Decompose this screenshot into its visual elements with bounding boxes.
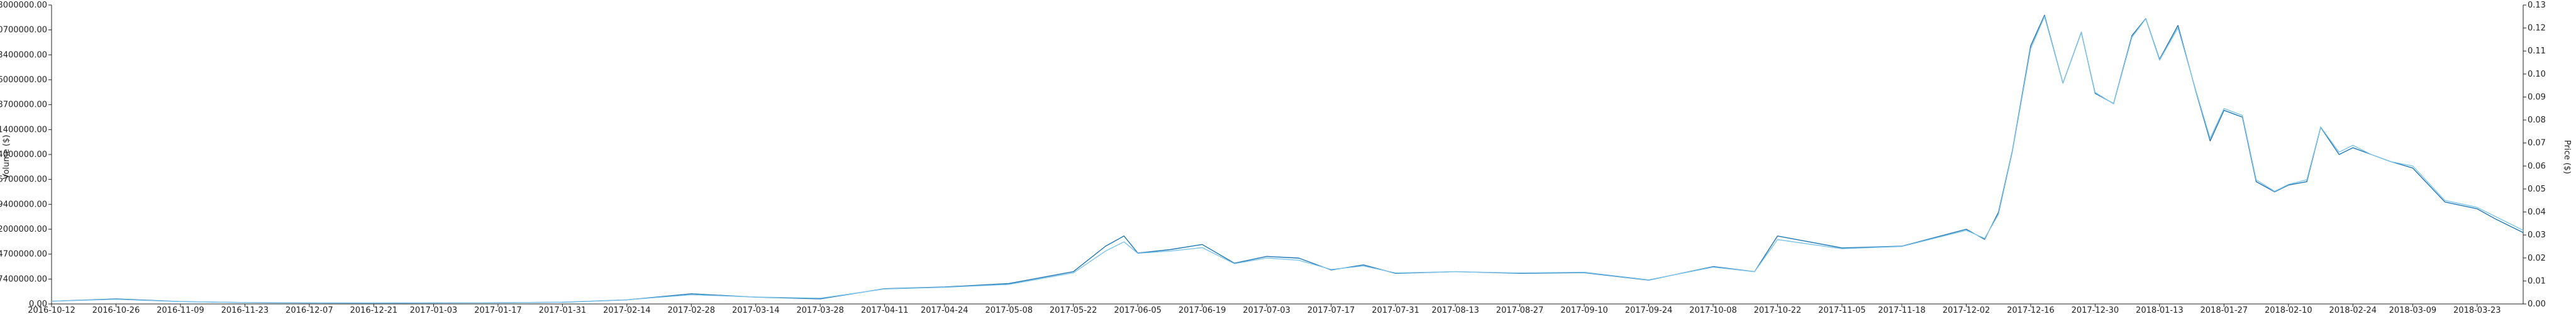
y-axis-title-right: Price ($): [2562, 140, 2572, 174]
x-tick-label: 2017-12-30: [2072, 306, 2119, 314]
y-tick-label-right: 0.11: [2528, 46, 2546, 56]
y-tick-label-right: 0.07: [2528, 139, 2546, 148]
y-tick-label-right: 0.02: [2528, 254, 2546, 263]
y-tick-label-left: 58700000.00: [0, 100, 47, 110]
x-tick-label: 2017-08-27: [1496, 306, 1544, 314]
y-tick-label-right: 0.03: [2528, 230, 2546, 240]
x-tick-label: 2017-07-03: [1243, 306, 1291, 314]
x-tick-label: 2018-03-23: [2453, 306, 2501, 314]
x-tick-label: 2018-01-13: [2136, 306, 2184, 314]
y-tick-label-right: 0.13: [2528, 1, 2546, 10]
x-tick-label: 2018-02-10: [2265, 306, 2312, 314]
x-tick-label: 2016-12-07: [286, 306, 333, 314]
x-tick-label: 2017-11-18: [1878, 306, 1926, 314]
y-tick-label-left: 0.00: [29, 300, 47, 309]
x-tick-label: 2017-04-11: [861, 306, 909, 314]
x-tick-label: 2017-06-19: [1179, 306, 1226, 314]
x-tick-label: 2017-03-14: [732, 306, 780, 314]
y-tick-label-left: 66000000.00: [0, 75, 47, 85]
x-tick-label: 2017-04-24: [921, 306, 969, 314]
x-tick-label: 2017-05-22: [1050, 306, 1097, 314]
y-tick-label-left: 22000000.00: [0, 225, 47, 234]
y-tick-label-right: 0.08: [2528, 116, 2546, 125]
x-tick-label: 2017-10-22: [1754, 306, 1802, 314]
x-tick-label: 2017-09-24: [1625, 306, 1673, 314]
x-tick-label: 2018-01-27: [2201, 306, 2248, 314]
y-tick-label-right: 0.12: [2528, 24, 2546, 33]
x-tick-label: 2017-02-14: [603, 306, 651, 314]
series-lines: [51, 14, 2524, 304]
y-tick-label-right: 0.06: [2528, 161, 2546, 171]
x-tick-label: 2017-07-17: [1307, 306, 1355, 314]
x-tick-label: 2016-12-21: [350, 306, 398, 314]
y-tick-label-right: 0.10: [2528, 70, 2546, 79]
x-tick-label: 2016-11-09: [157, 306, 204, 314]
y-tick-label-right: 0.09: [2528, 92, 2546, 102]
y-tick-label-left: 36700000.00: [0, 175, 47, 185]
x-tick-label: 2017-01-03: [410, 306, 458, 314]
y-tick-label-left: 80700000.00: [0, 26, 47, 35]
x-tick-label: 2017-09-10: [1560, 306, 1608, 314]
y-tick-label-left: 73400000.00: [0, 50, 47, 60]
x-tick-label: 2017-12-16: [2007, 306, 2055, 314]
x-tick-label: 2017-11-05: [1818, 306, 1866, 314]
y-tick-label-left: 88000000.00: [0, 1, 47, 10]
x-tick-label: 2017-07-31: [1372, 306, 1419, 314]
y-tick-label-right: 0.05: [2528, 185, 2546, 194]
x-tick-label: 2016-11-23: [221, 306, 269, 314]
y-axis-title-left: Volume ($): [2, 135, 11, 180]
y-tick-label-right: 0.00: [2528, 300, 2546, 309]
y-tick-label-left: 7400000.00: [0, 274, 47, 284]
y-tick-label-left: 44000000.00: [0, 150, 47, 160]
y-tick-label-left: 29400000.00: [0, 200, 47, 209]
y-tick-label-right: 0.04: [2528, 208, 2546, 217]
x-tick-label: 2017-01-31: [539, 306, 587, 314]
x-tick-label: 2017-10-08: [1689, 306, 1737, 314]
y-tick-label-left: 14700000.00: [0, 250, 47, 259]
series-line-left-axis: [51, 14, 2524, 304]
y-tick-label-right: 0.01: [2528, 276, 2546, 286]
x-tick-label: 2018-02-24: [2329, 306, 2377, 314]
x-tick-label: 2017-02-28: [667, 306, 715, 314]
x-tick-label: 2016-10-26: [92, 306, 140, 314]
x-tick-label: 2017-03-28: [796, 306, 844, 314]
x-tick-label: 2018-03-09: [2389, 306, 2437, 314]
x-tick-label: 2017-08-13: [1431, 306, 1479, 314]
x-tick-label: 2017-05-08: [985, 306, 1033, 314]
x-tick-label: 2017-12-02: [1943, 306, 1990, 314]
x-tick-label: 2017-01-17: [474, 306, 522, 314]
axes: [48, 4, 2526, 307]
x-tick-label: 2017-06-05: [1114, 306, 1162, 314]
series-line-right-axis: [51, 16, 2524, 304]
y-tick-label-left: 51400000.00: [0, 125, 47, 134]
x-tick-label: 2016-10-12: [28, 306, 75, 314]
